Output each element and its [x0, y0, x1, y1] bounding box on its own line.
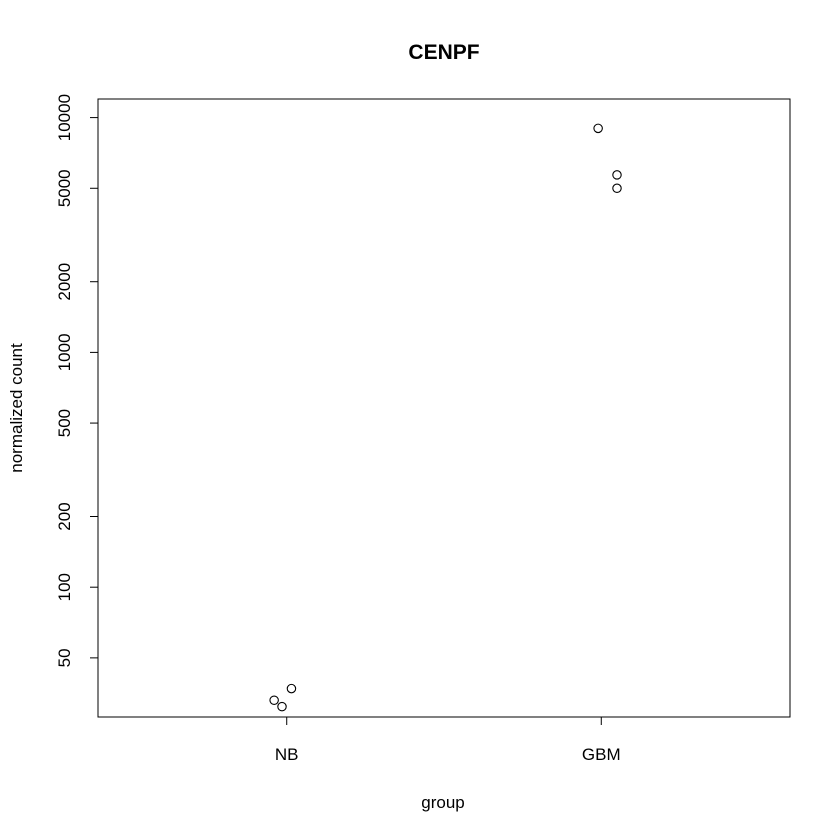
- y-tick-label-2000: 2000: [55, 263, 74, 301]
- chart-title: CENPF: [408, 41, 479, 64]
- y-tick-label-1000: 1000: [55, 333, 74, 371]
- x-axis-label: group: [421, 793, 464, 812]
- y-tick-label-10000: 10000: [55, 94, 74, 141]
- y-tick-label-200: 200: [55, 502, 74, 530]
- y-tick-label-100: 100: [55, 573, 74, 601]
- y-tick-label-50: 50: [55, 648, 74, 667]
- data-point-gbm-3: [593, 123, 603, 134]
- data-point-gbm-5: [612, 183, 622, 194]
- y-tick-label-5000: 5000: [55, 169, 74, 207]
- x-tick-label-gbm: GBM: [582, 745, 621, 764]
- data-point-nb-2: [286, 683, 297, 694]
- data-point-gbm-4: [612, 170, 622, 180]
- y-axis-label: normalized count: [7, 343, 26, 473]
- x-axis: NB GBM: [275, 717, 621, 764]
- y-axis: 50 100 200 500 1000 2000 5000 10000: [55, 94, 98, 667]
- data-points: [269, 123, 622, 712]
- y-tick-label-500: 500: [55, 409, 74, 437]
- data-point-nb-1: [277, 701, 287, 712]
- x-tick-label-nb: NB: [275, 745, 299, 764]
- plot-frame: [97, 98, 791, 718]
- data-point-nb-0: [269, 695, 279, 705]
